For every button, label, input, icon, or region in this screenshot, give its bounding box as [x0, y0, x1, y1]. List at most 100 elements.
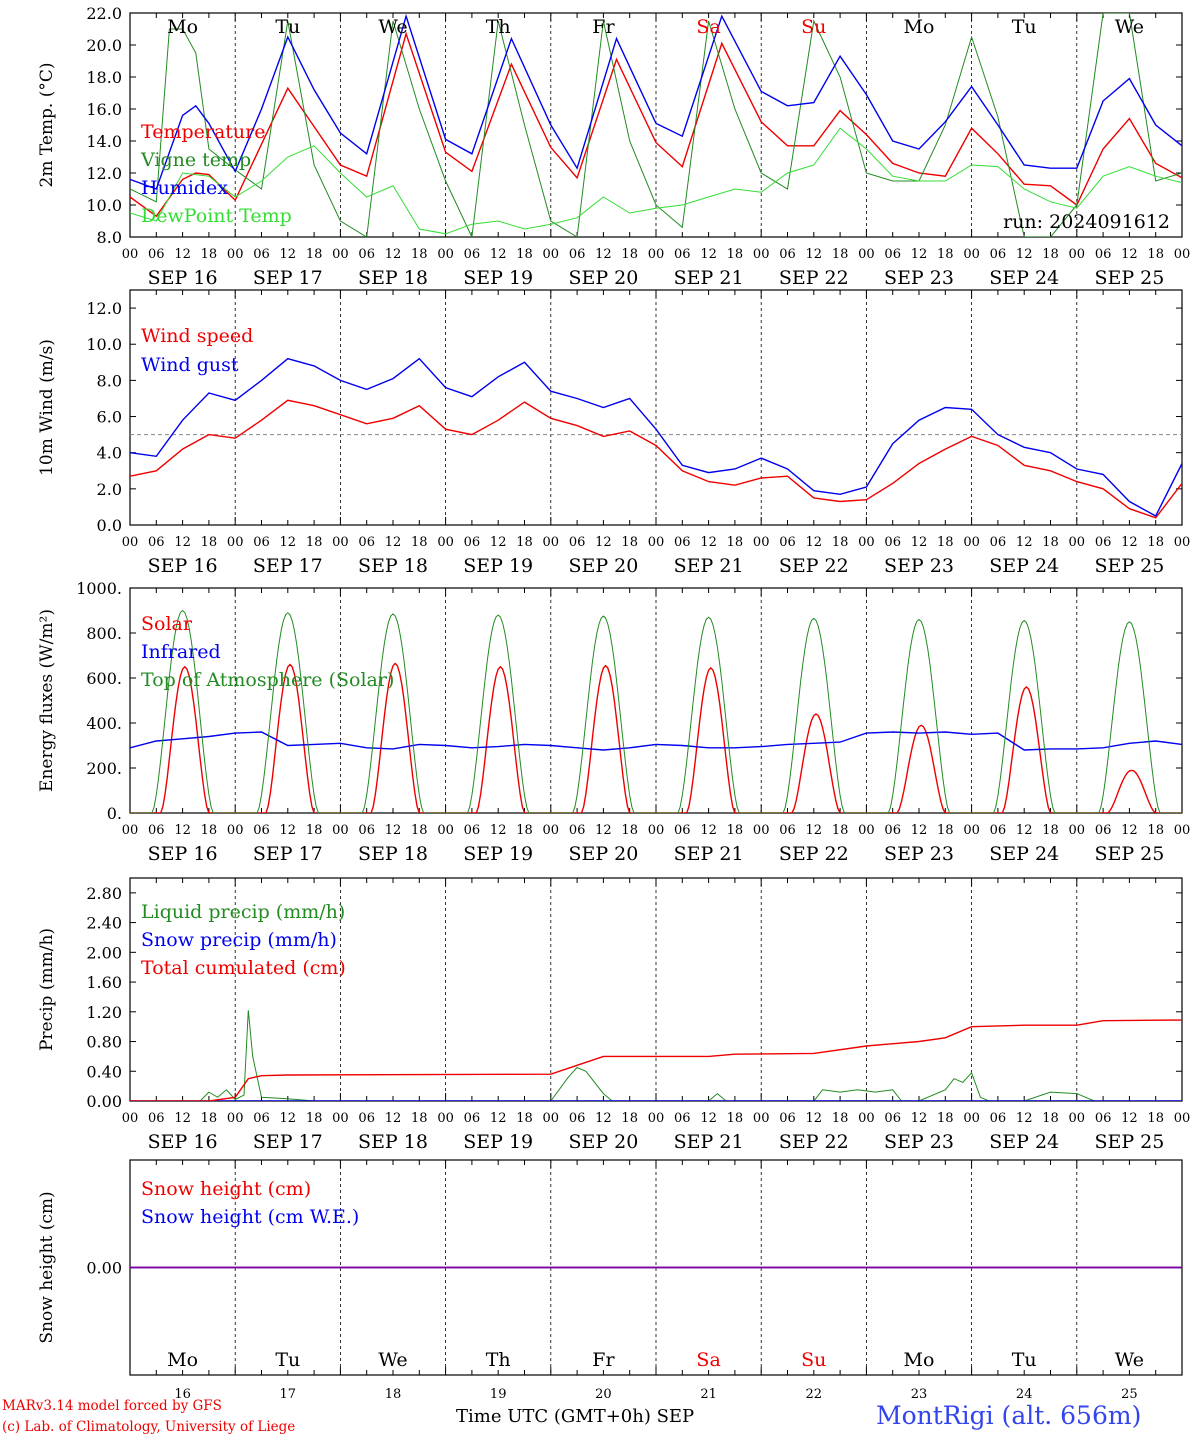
panel-frame [129, 587, 1183, 814]
series-group [130, 1010, 1182, 1101]
hour-tick-label: 00 [648, 247, 665, 262]
hour-tick-label: 00 [648, 823, 665, 838]
day-number: 25 [1121, 1387, 1138, 1400]
series-line [130, 1010, 1182, 1101]
series-line [130, 609, 1182, 813]
hour-tick-label: 06 [358, 823, 375, 838]
x-axis-label: Time UTC (GMT+0h) SEP [456, 1406, 695, 1427]
hour-tick-label: 12 [700, 823, 717, 838]
y-tick-label: 10.0 [86, 335, 122, 354]
day-number: 21 [700, 1387, 717, 1400]
model-credit: MARv3.14 model forced by GFS [2, 1398, 222, 1414]
hour-tick-label: 18 [516, 247, 533, 262]
series-line [130, 1019, 1182, 1101]
hour-tick-label: 12 [806, 247, 823, 262]
hour-tick-label: 06 [884, 1111, 901, 1126]
hour-tick-label: 06 [464, 823, 481, 838]
hour-tick-label: 00 [332, 535, 349, 550]
hour-tick-label: 18 [306, 823, 323, 838]
hour-tick-label: 00 [1174, 247, 1191, 262]
hour-tick-label: 06 [148, 823, 165, 838]
legend-entry: Wind speed [141, 325, 253, 347]
y-axis-label: Snow height (cm) [37, 1191, 57, 1343]
hour-tick-label: 18 [201, 823, 218, 838]
legend-entry: Snow precip (mm/h) [141, 929, 337, 951]
hour-tick-label: 06 [674, 535, 691, 550]
hour-tick-label: 12 [700, 247, 717, 262]
y-tick-label: 20.0 [86, 36, 122, 55]
series-line [130, 731, 1182, 751]
hour-tick-label: 00 [1069, 1111, 1086, 1126]
day-name-bottom: Tu [1012, 1349, 1037, 1371]
date-label: SEP 23 [884, 843, 954, 865]
date-label: SEP 17 [253, 555, 323, 577]
day-number: 19 [490, 1387, 507, 1400]
hour-tick-label: 18 [832, 1111, 849, 1126]
hour-tick-label: 00 [122, 247, 139, 262]
date-label: SEP 16 [148, 555, 218, 577]
panel-frame [129, 12, 1183, 238]
date-label: SEP 16 [148, 1131, 218, 1153]
hour-tick-label: 12 [174, 823, 191, 838]
hour-tick-label: 18 [411, 823, 428, 838]
hour-tick-label: 00 [963, 535, 980, 550]
day-name: Tu [275, 16, 300, 38]
date-label: SEP 22 [779, 1131, 849, 1153]
y-tick-label: 0.0 [97, 516, 122, 535]
hour-tick-label: 18 [306, 1111, 323, 1126]
legend-entry: Liquid precip (mm/h) [141, 901, 345, 923]
y-tick-label: 8.0 [97, 371, 122, 390]
hour-tick-label: 12 [1121, 1111, 1138, 1126]
lab-credit: (c) Lab. of Climatology, University of L… [2, 1419, 296, 1435]
hour-tick-label: 06 [1095, 535, 1112, 550]
y-tick-label: 1.60 [86, 973, 122, 992]
hour-tick-label: 00 [1069, 823, 1086, 838]
day-name-bottom: Th [486, 1349, 511, 1371]
y-tick-label: 2.0 [97, 480, 122, 499]
hour-tick-label: 00 [122, 823, 139, 838]
hour-tick-label: 18 [621, 823, 638, 838]
hour-tick-label: 06 [1095, 1111, 1112, 1126]
hour-tick-label: 18 [516, 1111, 533, 1126]
hour-tick-label: 06 [1095, 247, 1112, 262]
hour-tick-label: 00 [543, 1111, 560, 1126]
y-tick-label: 0.00 [86, 1259, 122, 1278]
hour-tick-label: 06 [569, 823, 586, 838]
hour-tick-label: 18 [937, 1111, 954, 1126]
hour-tick-label: 18 [727, 1111, 744, 1126]
date-label: SEP 18 [358, 267, 428, 289]
hour-tick-label: 18 [201, 1111, 218, 1126]
y-tick-label: 22.0 [86, 4, 122, 23]
hour-tick-label: 06 [464, 535, 481, 550]
hour-tick-label: 06 [569, 535, 586, 550]
hour-tick-label: 12 [1016, 823, 1033, 838]
hour-tick-label: 12 [911, 1111, 928, 1126]
series-line [130, 357, 1182, 517]
date-label: SEP 19 [463, 267, 533, 289]
date-label: SEP 23 [884, 555, 954, 577]
hour-tick-label: 06 [990, 823, 1007, 838]
run-label: run: 2024091612 [1003, 211, 1170, 233]
hour-tick-label: 00 [227, 1111, 244, 1126]
hour-tick-label: 18 [201, 535, 218, 550]
hour-tick-label: 12 [595, 823, 612, 838]
series-line [130, 399, 1182, 519]
hour-tick-label: 06 [990, 535, 1007, 550]
hour-tick-label: 12 [1016, 535, 1033, 550]
hour-tick-label: 06 [674, 247, 691, 262]
legend-entry: Solar [141, 613, 193, 635]
y-tick-label: 1.20 [86, 1003, 122, 1022]
hour-tick-label: 06 [1095, 823, 1112, 838]
hour-tick-label: 00 [227, 535, 244, 550]
day-name: We [1115, 16, 1144, 38]
series-line [130, 13, 1182, 237]
hour-tick-label: 06 [990, 247, 1007, 262]
legend-entry: Snow height (cm W.E.) [141, 1206, 359, 1228]
hour-tick-label: 06 [253, 1111, 270, 1126]
hour-tick-label: 12 [1016, 247, 1033, 262]
hour-tick-label: 12 [1121, 247, 1138, 262]
hour-tick-label: 12 [700, 535, 717, 550]
y-tick-label: 18.0 [86, 68, 122, 87]
hour-tick-label: 18 [516, 823, 533, 838]
hour-tick-label: 00 [858, 1111, 875, 1126]
